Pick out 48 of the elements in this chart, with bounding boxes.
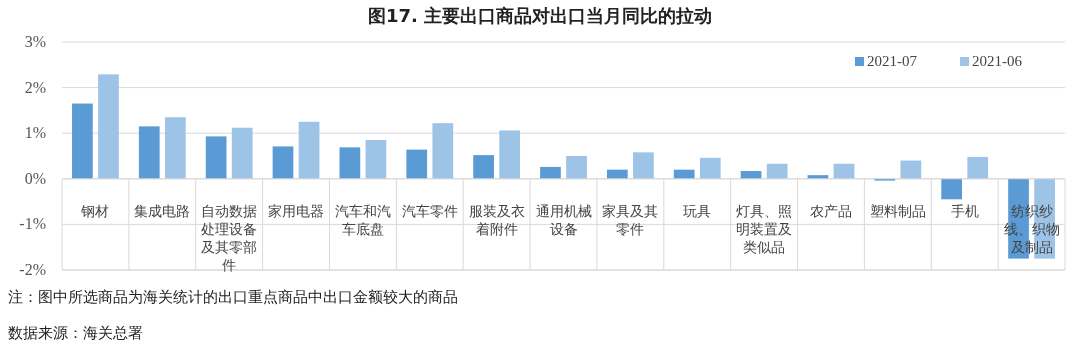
x-tick-label: 汽车零件 bbox=[401, 202, 458, 219]
bar bbox=[205, 136, 227, 179]
bar bbox=[941, 178, 963, 200]
bar bbox=[365, 140, 387, 179]
x-tick-label: 钢材 bbox=[80, 202, 110, 219]
text: 注：图中所选商品为海关统计的出口重点商品中出口金额较大的商品 bbox=[8, 288, 458, 306]
x-tick-label: 家用电器 bbox=[268, 202, 325, 219]
y-tick-label: 3% bbox=[24, 33, 46, 50]
y-tick-label: 1% bbox=[24, 124, 46, 142]
y-tick-label: 0% bbox=[24, 169, 46, 187]
bar bbox=[473, 155, 494, 179]
bar bbox=[231, 127, 253, 179]
x-tick-label: 自动数据处理设备及其零部件 bbox=[201, 202, 258, 273]
bar bbox=[833, 163, 855, 179]
x-tick-label: 通用机械设备 bbox=[535, 202, 592, 237]
bar bbox=[766, 163, 788, 179]
bar bbox=[272, 146, 294, 179]
x-tick-label: 家具及其零件 bbox=[602, 202, 659, 237]
y-tick-label: -1% bbox=[19, 215, 46, 233]
bar bbox=[540, 166, 561, 179]
bar bbox=[432, 123, 454, 179]
x-tick-label: 灯具、照明装置及类似品 bbox=[736, 202, 793, 255]
x-tick-label: 集成电路 bbox=[134, 202, 191, 219]
bar bbox=[566, 156, 587, 179]
bar bbox=[699, 157, 721, 179]
bar bbox=[633, 152, 654, 179]
x-tick-label: 汽车和汽车底盘 bbox=[334, 202, 391, 237]
y-tick-label: -2% bbox=[19, 261, 46, 278]
x-tick-label: 农产品 bbox=[809, 202, 852, 219]
bar bbox=[406, 149, 428, 179]
legend-label: 2021-07 bbox=[867, 53, 918, 69]
bar bbox=[72, 103, 93, 179]
bar bbox=[138, 126, 160, 179]
bar bbox=[900, 160, 922, 179]
x-tick-label: 手机 bbox=[950, 202, 979, 219]
bar bbox=[499, 130, 521, 179]
y-tick-label: 2% bbox=[24, 78, 46, 96]
bar bbox=[967, 156, 989, 179]
bar bbox=[339, 147, 361, 179]
chart-title: 图17. 主要出口商品对出口当月同比的拉动 bbox=[367, 5, 713, 26]
bar bbox=[164, 117, 186, 179]
legend-label: 2021-06 bbox=[972, 53, 1023, 69]
x-tick-label: 塑料制品 bbox=[869, 202, 926, 219]
bar bbox=[298, 121, 320, 179]
bar bbox=[98, 74, 119, 179]
x-tick-label: 玩具 bbox=[683, 202, 712, 219]
source-note: 数据来源：海关总署 bbox=[8, 324, 143, 342]
x-tick-label: 服装及衣着附件 bbox=[468, 202, 525, 237]
